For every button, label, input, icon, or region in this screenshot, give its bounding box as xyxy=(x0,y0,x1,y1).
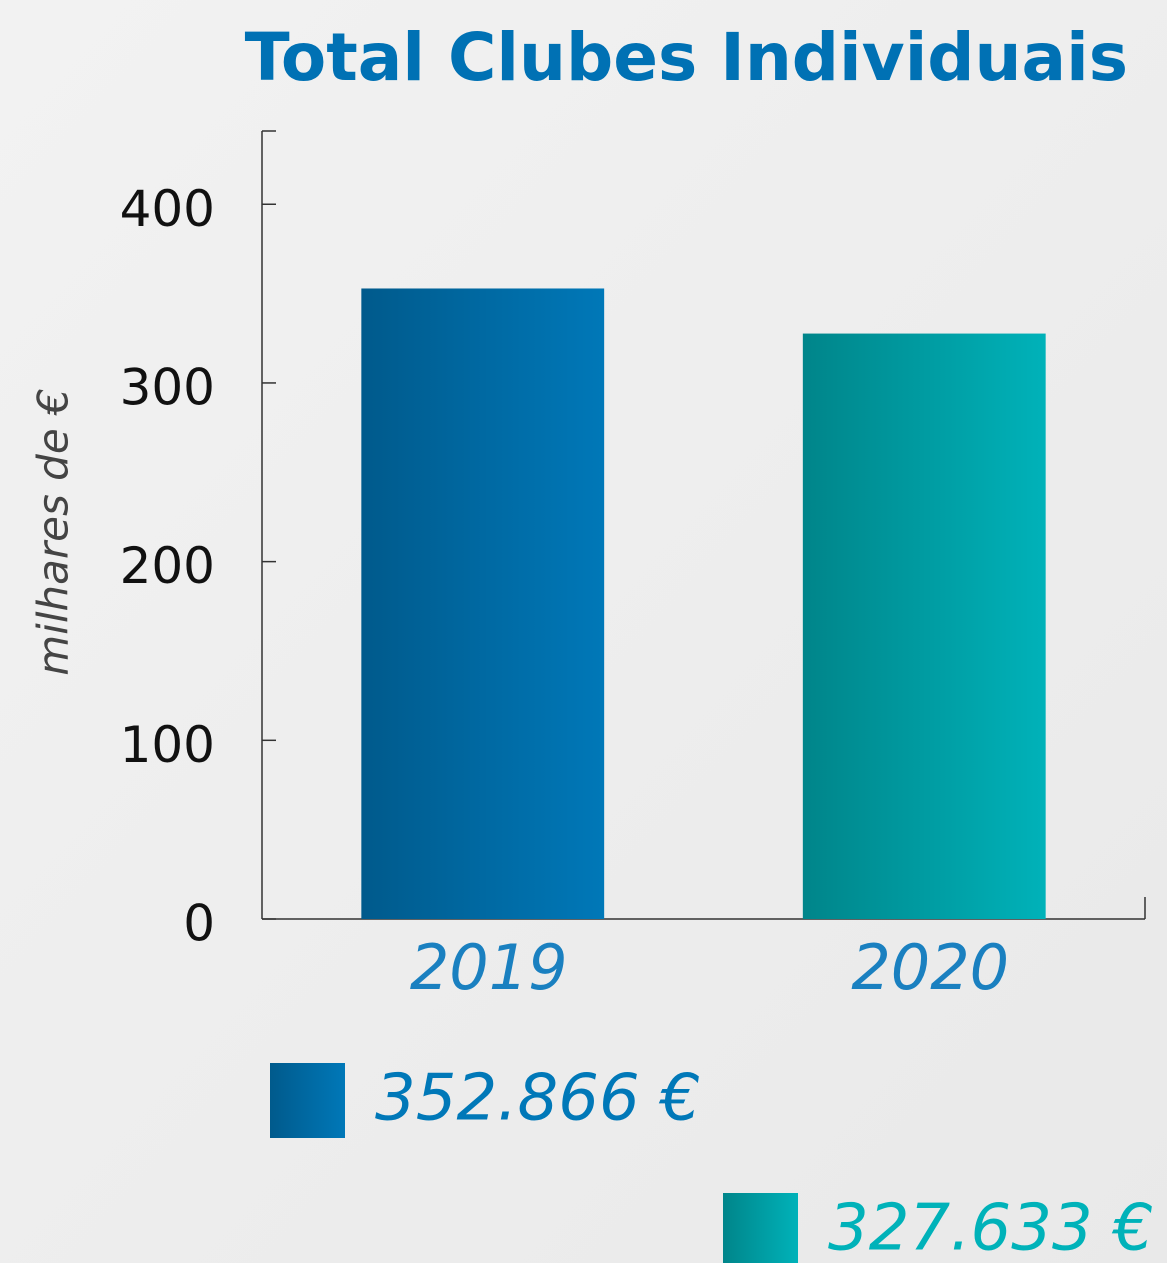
value-label: 352.866 € xyxy=(375,1062,701,1136)
y-axis-label: milhares de € xyxy=(29,388,78,676)
x-tick-label: 2020 xyxy=(851,931,1009,1004)
y-tick-label: 100 xyxy=(120,716,215,774)
y-tick-label: 200 xyxy=(120,537,215,595)
legend-swatch xyxy=(723,1193,798,1263)
bar xyxy=(802,333,1046,920)
legend-swatch xyxy=(270,1063,345,1138)
y-tick-label: 400 xyxy=(120,180,215,238)
x-tick-label: 2019 xyxy=(410,931,568,1004)
y-tick-label: 0 xyxy=(183,895,215,953)
y-tick-label: 300 xyxy=(120,358,215,416)
bar xyxy=(361,288,605,919)
chart-title: Total Clubes Individuais xyxy=(245,19,1128,96)
value-label: 327.633 € xyxy=(828,1192,1154,1263)
